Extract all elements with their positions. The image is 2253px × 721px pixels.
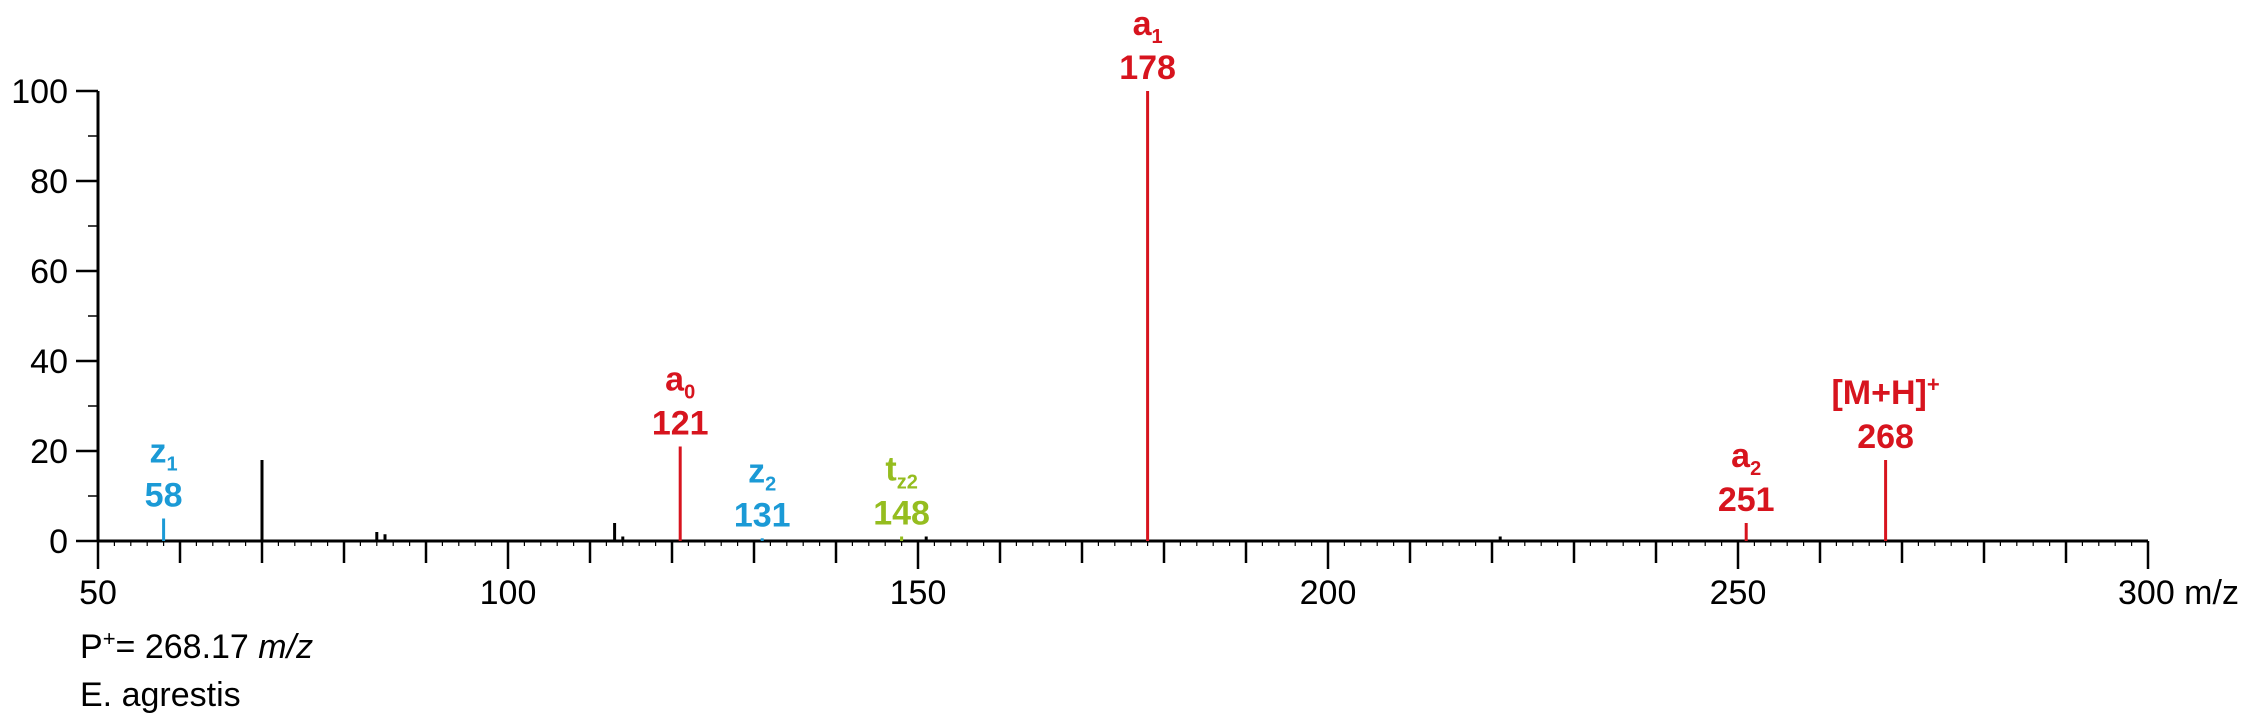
y-tick-label: 40	[30, 343, 68, 381]
species-name: E. agrestis	[80, 676, 241, 714]
peak-mz-label: 178	[1119, 49, 1176, 87]
peak-ion-label: tz2	[885, 451, 917, 494]
precursor-unit: m/z	[258, 628, 314, 666]
x-tick-label: 150	[890, 574, 947, 612]
x-tick-label: 100	[480, 574, 537, 612]
x-tick-label: 300 m/z	[2118, 574, 2239, 612]
y-tick-label: 100	[11, 73, 68, 111]
peak-ion-label: a0	[665, 361, 695, 404]
precursor-prefix: P	[80, 628, 103, 666]
peak-ion-label: a1	[1133, 5, 1163, 48]
axes: 50 100 150 200 250 300 m/z 0 20 40 60 80 100	[11, 73, 2239, 612]
peak-ion-label: z1	[150, 433, 178, 476]
x-tick-label: 50	[79, 574, 117, 612]
peak-mz-label: 131	[734, 496, 791, 534]
peak-mz-label: 251	[1718, 481, 1775, 519]
x-tick-label: 250	[1710, 574, 1767, 612]
peak-ion-label: [M+H]+	[1831, 372, 1939, 412]
precursor-info: P+= 268.17 m/z	[80, 628, 314, 666]
peak-mz-label: 148	[873, 495, 930, 533]
precursor-value: = 268.17	[115, 628, 259, 666]
y-tick-label: 20	[30, 433, 68, 471]
precursor-sup: +	[102, 626, 116, 651]
x-tick-label: 200	[1300, 574, 1357, 612]
y-tick-label: 0	[49, 523, 68, 561]
peak-mz-label: 121	[652, 405, 709, 443]
peak-mz-label: 58	[145, 477, 183, 515]
peak-ion-label: z2	[748, 452, 776, 495]
peak-mz-label: 268	[1857, 418, 1914, 456]
peak-ion-label: a2	[1731, 437, 1761, 480]
y-tick-label: 80	[30, 163, 68, 201]
y-tick-label: 60	[30, 253, 68, 291]
peaks	[162, 91, 1888, 541]
